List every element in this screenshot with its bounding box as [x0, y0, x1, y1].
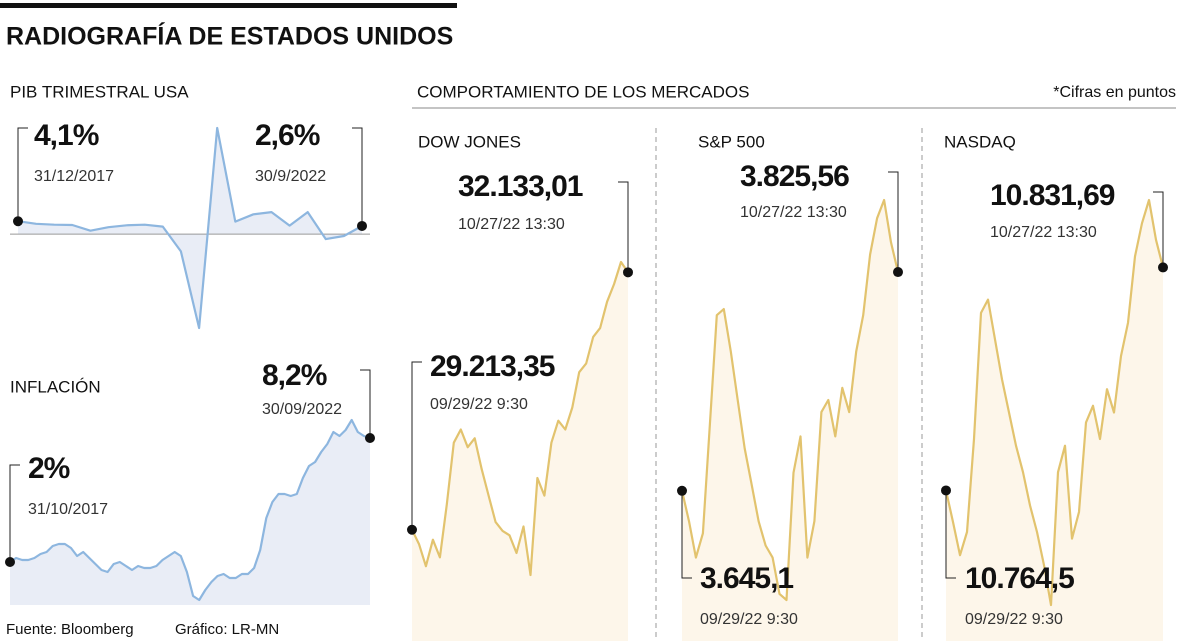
end-dot	[677, 485, 687, 496]
area	[412, 262, 628, 641]
chart-title: PIB TRIMESTRAL USA	[10, 82, 189, 101]
leader-line	[945, 490, 956, 579]
chart-title: DOW JONES	[418, 132, 521, 151]
value-label: 10.831,69	[990, 179, 1115, 212]
value-label: 29.213,35	[430, 350, 555, 383]
chart-title: NASDAQ	[944, 132, 1016, 151]
section-title: COMPORTAMIENTO DE LOS MERCADOS	[417, 82, 750, 101]
chart-title: S&P 500	[698, 132, 765, 151]
leader-line	[888, 171, 899, 273]
area	[18, 128, 362, 328]
date-label: 30/9/2022	[255, 168, 326, 185]
line	[9, 418, 371, 602]
title-bar	[0, 3, 457, 8]
line	[680, 198, 900, 602]
date-label: 31/10/2017	[28, 501, 108, 518]
area	[946, 200, 1163, 641]
end-dot	[407, 524, 417, 535]
date-label: 09/29/22 9:30	[965, 611, 1063, 628]
value-label: 10.764,5	[965, 562, 1074, 595]
value-label: 8,2%	[262, 359, 327, 392]
value-label: 2%	[28, 452, 70, 485]
date-label: 10/27/22 13:30	[458, 216, 565, 233]
date-label: 30/09/2022	[262, 401, 342, 418]
value-label: 3.825,56	[740, 160, 849, 193]
note: *Cifras en puntos	[1053, 84, 1176, 101]
chart-title: INFLACIÓN	[10, 377, 101, 396]
source: Fuente: Bloomberg	[6, 621, 134, 638]
page-title: RADIOGRAFÍA DE ESTADOS UNIDOS	[6, 22, 453, 51]
end-dot	[5, 557, 15, 567]
leader-line	[618, 181, 629, 273]
value-label: 4,1%	[34, 119, 99, 152]
end-dot	[1158, 262, 1168, 273]
end-dot	[893, 267, 903, 278]
date-label: 09/29/22 9:30	[430, 396, 528, 413]
date-label: 09/29/22 9:30	[700, 611, 798, 628]
leader-line	[352, 127, 363, 226]
line	[944, 198, 1165, 607]
date-label: 10/27/22 13:30	[990, 224, 1097, 241]
end-dot	[365, 433, 375, 443]
leader-line	[411, 361, 422, 530]
area	[682, 200, 898, 641]
date-label: 31/12/2017	[34, 168, 114, 185]
end-dot	[357, 220, 367, 231]
area	[10, 420, 370, 605]
leader-line	[1153, 191, 1164, 268]
date-label: 10/27/22 13:30	[740, 204, 847, 221]
credit: Gráfico: LR-MN	[175, 621, 279, 638]
leader-line	[17, 127, 28, 222]
leader-line	[360, 369, 371, 438]
line	[17, 126, 363, 330]
leader-line	[681, 490, 692, 579]
end-dot	[941, 485, 951, 496]
value-label: 3.645,1	[700, 562, 793, 595]
value-label: 32.133,01	[458, 170, 583, 203]
leader-line	[9, 464, 20, 562]
end-dot	[623, 267, 633, 278]
value-label: 2,6%	[255, 119, 320, 152]
end-dot	[13, 216, 23, 227]
line	[411, 260, 629, 577]
